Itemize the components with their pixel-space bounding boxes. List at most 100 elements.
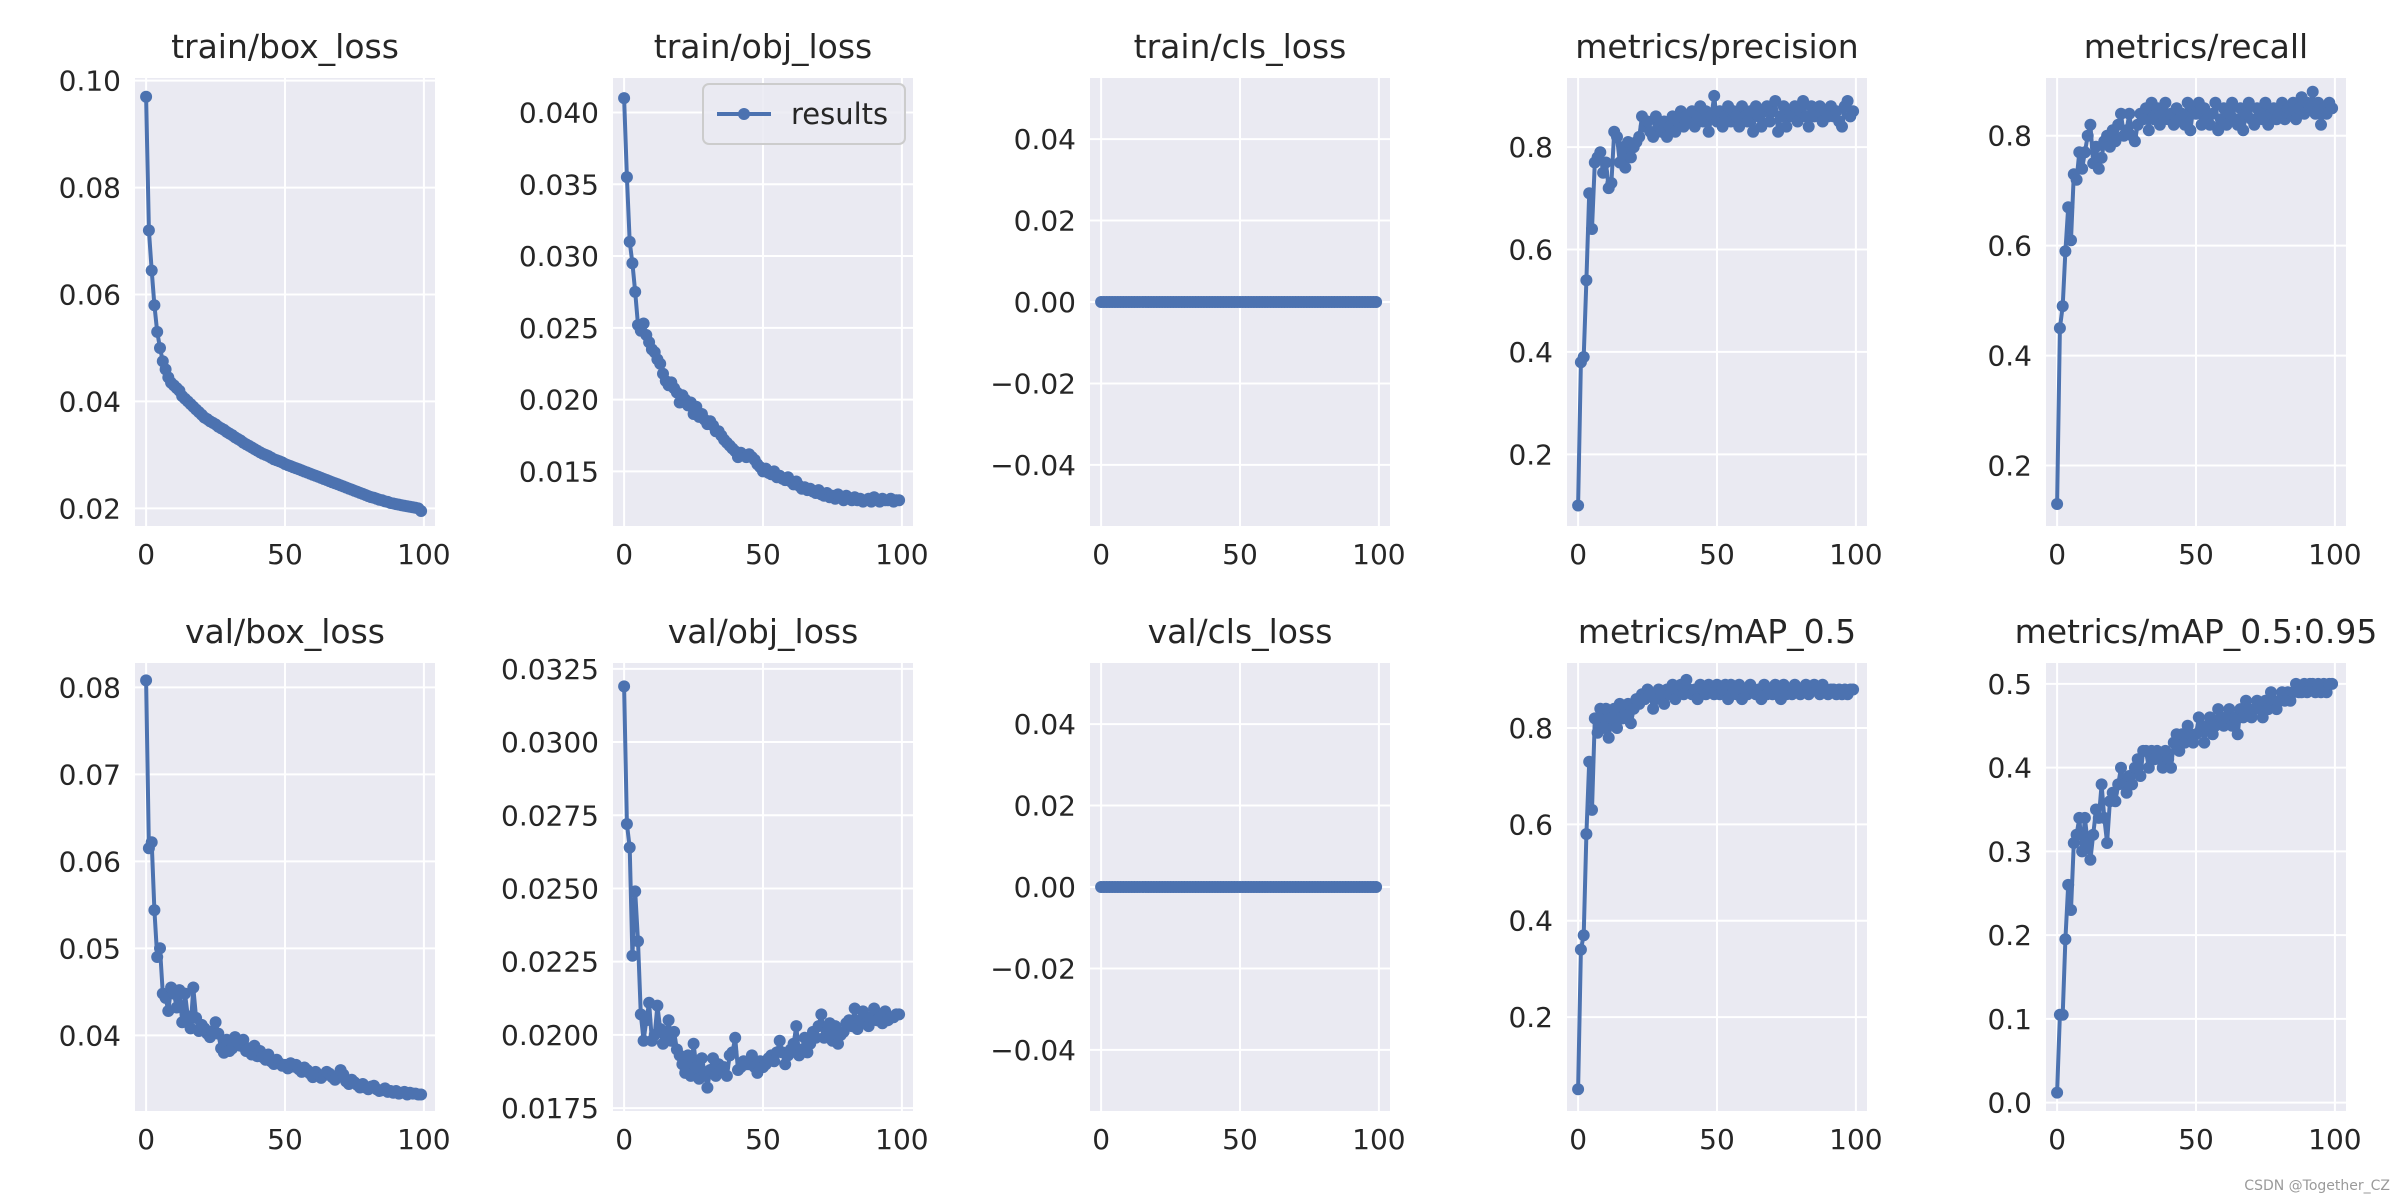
data-point [2070, 173, 2083, 186]
y-tick-label: 0.02 [1014, 205, 1076, 238]
data-point [2184, 124, 2197, 137]
data-point [2076, 162, 2089, 175]
data-point [1847, 105, 1860, 118]
subplot-title: train/box_loss [171, 27, 399, 66]
data-point [868, 1002, 881, 1015]
data-point [1613, 697, 1626, 710]
x-tick-label: 100 [2308, 1123, 2361, 1156]
data-point [1597, 722, 1610, 734]
data-point [1370, 881, 1383, 893]
data-point [1574, 943, 1587, 956]
data-point [1586, 223, 1598, 235]
y-tick-label: 0.07 [59, 758, 121, 791]
data-point [2315, 118, 2327, 131]
data-point [2095, 151, 2108, 164]
data-point [618, 92, 631, 105]
data-point [637, 1034, 650, 1047]
data-point [626, 949, 639, 962]
x-tick-label: 0 [1569, 538, 1587, 571]
data-point [2059, 245, 2072, 258]
data-point [1602, 731, 1615, 744]
data-point [829, 1020, 842, 1033]
y-tick-label: 0.10 [59, 65, 121, 98]
legend: results [702, 83, 906, 145]
data-point [618, 680, 631, 693]
data-point [720, 1069, 733, 1082]
data-point [893, 494, 906, 507]
x-tick-label: 100 [1352, 538, 1405, 571]
data-point [637, 317, 650, 330]
subplot-title: val/box_loss [185, 612, 385, 651]
data-point [2165, 761, 2177, 774]
data-point [2142, 124, 2155, 137]
data-point [790, 1020, 803, 1033]
data-point [2092, 162, 2105, 175]
y-tick-label: 0.030 [519, 240, 599, 273]
subplot-1: 0 50 100 0.02 0.04 0.06 0.08 0.10 train/box_loss [59, 27, 451, 571]
y-tick-label: −0.02 [990, 952, 1076, 985]
data-point [1702, 125, 1715, 138]
x-tick-label: 100 [397, 1123, 450, 1156]
subplot-4: 0 50 100 0.2 0.4 0.6 0.8 metrics/precision [1508, 27, 1882, 571]
data-point [1577, 929, 1590, 942]
y-tick-label: 0.05 [59, 932, 121, 965]
data-point [2306, 85, 2319, 98]
y-tick-label: 0.0325 [501, 653, 599, 686]
data-point [809, 1031, 822, 1044]
x-tick-label: 50 [1699, 1123, 1735, 1156]
x-tick-label: 0 [2048, 1123, 2066, 1156]
data-point [2087, 828, 2100, 841]
y-tick-label: 0.6 [1508, 808, 1553, 841]
y-tick-label: −0.04 [990, 1034, 1076, 1067]
y-tick-label: 0.4 [1987, 752, 2032, 785]
y-tick-label: 0.02 [59, 492, 121, 525]
legend-label: results [791, 97, 888, 131]
data-point [2126, 778, 2139, 791]
y-tick-label: 0.6 [1987, 230, 2032, 263]
y-tick-label: 0.0200 [501, 1019, 599, 1052]
x-tick-label: 0 [2048, 538, 2066, 571]
y-tick-label: 0.2 [1987, 450, 2032, 483]
subplot-6: 0 50 100 0.04 0.05 0.06 0.07 0.08 val/box_loss [59, 612, 451, 1156]
data-point [2051, 1086, 2064, 1099]
data-point [1841, 95, 1854, 107]
data-point [2078, 811, 2091, 824]
subplot-8: 0 50 100 −0.04 −0.02 0.00 0.02 0.04 val/cls_loss [990, 612, 1405, 1156]
data-point [2134, 770, 2147, 782]
y-tick-label: −0.02 [990, 367, 1076, 400]
data-point [151, 325, 164, 338]
data-point [1370, 296, 1383, 308]
data-point [1680, 673, 1693, 686]
data-point [1594, 146, 1607, 159]
y-tick-label: 0.4 [1508, 905, 1553, 938]
data-point [2231, 728, 2244, 741]
x-tick-label: 50 [1222, 538, 1258, 571]
data-point [2326, 677, 2339, 690]
x-tick-label: 0 [137, 538, 155, 571]
subplot-3: 0 50 100 −0.04 −0.02 0.00 0.02 0.04 train/cls_lo… [990, 27, 1405, 571]
y-tick-label: 0.0 [1987, 1087, 2032, 1120]
data-point [2059, 933, 2072, 946]
subplot-title: val/cls_loss [1148, 612, 1333, 651]
x-tick-label: 0 [1092, 1123, 1110, 1156]
data-point [1647, 702, 1660, 715]
x-tick-label: 100 [1829, 538, 1882, 571]
y-tick-label: 0.1 [1987, 1003, 2032, 1036]
data-point [1599, 702, 1612, 715]
y-tick-label: 0.04 [59, 1019, 121, 1052]
data-point [1633, 130, 1646, 143]
subplot-title: val/obj_loss [668, 612, 859, 651]
y-tick-label: 0.8 [1987, 120, 2032, 153]
data-point [212, 1027, 225, 1040]
data-point [1847, 683, 1860, 696]
data-point [2065, 234, 2077, 247]
data-point [2065, 904, 2077, 916]
data-point [1611, 722, 1623, 734]
y-tick-label: 0.2 [1987, 919, 2032, 952]
data-point [1605, 712, 1618, 725]
x-tick-label: 50 [267, 538, 303, 571]
data-point [148, 904, 161, 917]
data-point [2101, 837, 2114, 849]
data-point [1577, 351, 1590, 363]
subplot-7: 0 50 100 0.0175 0.0200 0.0225 0.0250 0.0275 0.03… [501, 612, 929, 1156]
